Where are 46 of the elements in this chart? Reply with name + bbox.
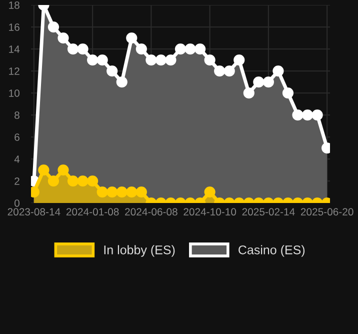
legend-label: Casino (ES) <box>238 245 305 257</box>
point <box>155 54 167 66</box>
point <box>136 43 147 55</box>
point <box>116 76 128 88</box>
point <box>165 54 176 66</box>
point <box>106 65 118 77</box>
point <box>282 87 294 99</box>
x-tick-label: 2024-01-08 <box>66 208 119 216</box>
y-tick-label: 16 <box>9 24 20 31</box>
point <box>126 32 138 44</box>
y-tick-label: 8 <box>14 112 20 119</box>
point <box>58 32 69 44</box>
point <box>243 87 254 99</box>
point <box>292 109 304 121</box>
point <box>312 109 323 121</box>
point <box>253 76 264 88</box>
y-tick-label: 4 <box>14 156 20 163</box>
point <box>194 43 206 55</box>
point <box>48 21 60 33</box>
point <box>234 54 245 66</box>
x-tick-label: 2023-08-14 <box>8 208 60 216</box>
x-tick-label: 2025-06-20 <box>300 208 354 216</box>
point <box>184 43 196 55</box>
point <box>96 54 108 66</box>
point <box>67 43 79 55</box>
y-tick-label: 14 <box>9 46 20 53</box>
y-tick-label: 6 <box>14 134 20 141</box>
point <box>77 43 88 55</box>
point <box>87 54 98 66</box>
legend-label: In lobby (ES) <box>104 245 175 257</box>
point <box>204 54 216 66</box>
point <box>174 43 186 55</box>
y-tick-label: 18 <box>9 2 20 9</box>
point <box>262 76 274 88</box>
x-tick-label: 2024-10-10 <box>184 208 236 216</box>
point <box>214 65 226 77</box>
y-tick-label: 0 <box>14 200 20 207</box>
x-tick-label: 2025-02-14 <box>242 208 295 216</box>
point <box>272 65 284 77</box>
y-tick-label: 2 <box>14 178 20 185</box>
x-tick-label: 2024-06-08 <box>125 208 178 216</box>
point <box>224 65 235 77</box>
y-tick-label: 12 <box>9 68 20 75</box>
y-tick-label: 10 <box>9 90 20 97</box>
point <box>146 54 157 66</box>
point <box>302 109 314 121</box>
